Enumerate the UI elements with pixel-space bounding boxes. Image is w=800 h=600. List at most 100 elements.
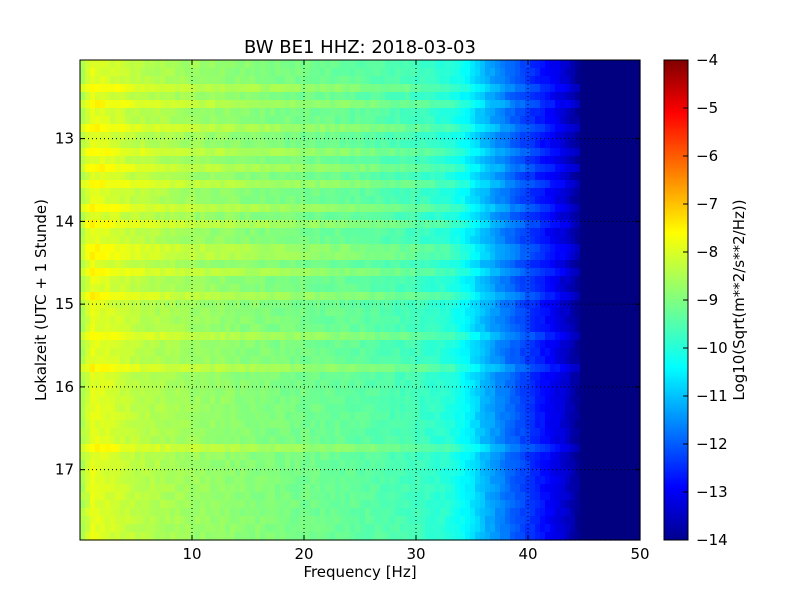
heatmap-cell — [560, 236, 566, 245]
heatmap-cell — [580, 180, 586, 189]
heatmap-cell — [600, 244, 606, 253]
heatmap-cell — [225, 148, 231, 157]
heatmap-cell — [115, 76, 121, 85]
heatmap-cell — [90, 212, 96, 221]
heatmap-cell — [520, 260, 526, 269]
heatmap-cell — [240, 260, 246, 269]
heatmap-cell — [535, 404, 541, 413]
heatmap-cell — [565, 100, 571, 109]
heatmap-cell — [340, 132, 346, 141]
heatmap-cell — [345, 364, 351, 373]
heatmap-cell — [475, 204, 481, 213]
heatmap-cell — [480, 92, 486, 101]
heatmap-cell — [100, 364, 106, 373]
heatmap-cell — [485, 388, 491, 397]
heatmap-cell — [445, 324, 451, 333]
heatmap-cell — [155, 364, 161, 373]
heatmap-cell — [565, 164, 571, 173]
heatmap-cell — [330, 356, 336, 365]
heatmap-cell — [280, 380, 286, 389]
heatmap-cell — [450, 388, 456, 397]
heatmap-cell — [355, 252, 361, 261]
heatmap-cell — [585, 140, 591, 149]
heatmap-cell — [410, 292, 416, 301]
heatmap-cell — [230, 340, 236, 349]
heatmap-cell — [190, 348, 196, 357]
heatmap-cell — [335, 284, 341, 293]
heatmap-cell — [575, 60, 581, 69]
heatmap-cell — [380, 244, 386, 253]
heatmap-cell — [540, 292, 546, 301]
heatmap-cell — [495, 92, 501, 101]
heatmap-cell — [380, 324, 386, 333]
heatmap-cell — [505, 100, 511, 109]
heatmap-cell — [355, 292, 361, 301]
heatmap-cell — [510, 348, 516, 357]
heatmap-cell — [530, 156, 536, 165]
heatmap-cell — [590, 76, 596, 85]
heatmap-cell — [440, 164, 446, 173]
heatmap-cell — [500, 140, 506, 149]
heatmap-cell — [105, 252, 111, 261]
heatmap-cell — [500, 252, 506, 261]
heatmap-cell — [480, 236, 486, 245]
heatmap-cell — [260, 252, 266, 261]
heatmap-cell — [255, 404, 261, 413]
heatmap-cell — [150, 140, 156, 149]
heatmap-cell — [505, 68, 511, 77]
heatmap-cell — [180, 276, 186, 285]
heatmap-cell — [225, 340, 231, 349]
heatmap-cell — [140, 108, 146, 117]
heatmap-cell — [325, 252, 331, 261]
heatmap-cell — [260, 196, 266, 205]
heatmap-cell — [315, 300, 321, 309]
heatmap-cell — [335, 124, 341, 133]
heatmap-cell — [220, 364, 226, 373]
heatmap-cell — [275, 412, 281, 421]
heatmap-cell — [160, 76, 166, 85]
heatmap-cell — [80, 388, 86, 397]
heatmap-cell — [450, 396, 456, 405]
heatmap-cell — [620, 364, 626, 373]
heatmap-cell — [365, 108, 371, 117]
heatmap-cell — [195, 172, 201, 181]
heatmap-cell — [535, 220, 541, 229]
heatmap-cell — [120, 60, 126, 69]
heatmap-cell — [175, 396, 181, 405]
heatmap-cell — [305, 164, 311, 173]
heatmap-cell — [580, 140, 586, 149]
heatmap-cell — [275, 284, 281, 293]
heatmap-cell — [520, 340, 526, 349]
heatmap-cell — [315, 276, 321, 285]
heatmap-cell — [450, 148, 456, 157]
heatmap-cell — [375, 300, 381, 309]
heatmap-cell — [615, 172, 621, 181]
heatmap-cell — [360, 108, 366, 117]
heatmap-cell — [350, 108, 356, 117]
heatmap-cell — [270, 204, 276, 213]
heatmap-cell — [110, 164, 116, 173]
heatmap-cell — [320, 196, 326, 205]
heatmap-cell — [80, 132, 86, 141]
heatmap-cell — [255, 276, 261, 285]
heatmap-cell — [370, 92, 376, 101]
heatmap-cell — [110, 284, 116, 293]
heatmap-cell — [235, 332, 241, 341]
heatmap-cell — [545, 300, 551, 309]
heatmap-cell — [85, 188, 91, 197]
heatmap-cell — [450, 204, 456, 213]
heatmap-cell — [125, 204, 131, 213]
heatmap-cell — [390, 308, 396, 317]
heatmap-cell — [280, 260, 286, 269]
heatmap-cell — [285, 68, 291, 77]
heatmap-cell — [105, 308, 111, 317]
heatmap-cell — [420, 92, 426, 101]
heatmap-cell — [140, 76, 146, 85]
heatmap-cell — [340, 284, 346, 293]
heatmap-cell — [185, 68, 191, 77]
heatmap-cell — [175, 388, 181, 397]
heatmap-cell — [530, 404, 536, 413]
heatmap-cell — [330, 332, 336, 341]
heatmap-cell — [465, 164, 471, 173]
heatmap-cell — [545, 132, 551, 141]
